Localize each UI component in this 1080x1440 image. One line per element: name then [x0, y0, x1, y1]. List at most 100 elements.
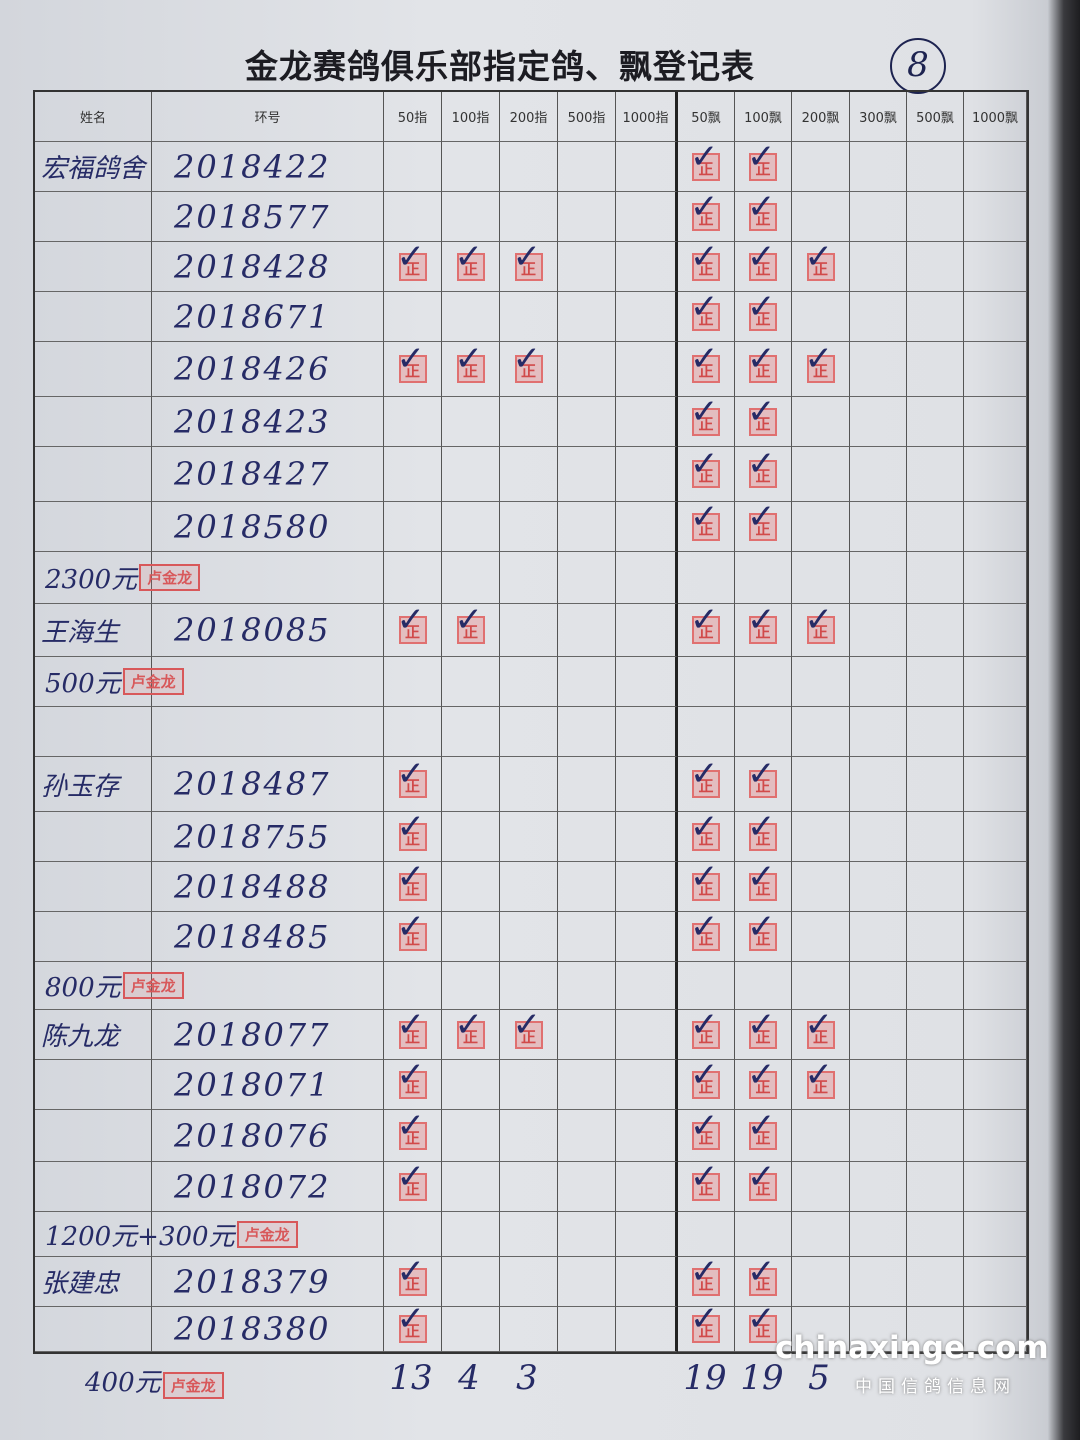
- verified-stamp-icon: 正 ✓: [397, 1160, 427, 1201]
- mark-cell: [907, 757, 964, 812]
- mark-cell: [907, 1110, 964, 1162]
- mark-cell: [907, 962, 964, 1010]
- ring-number: 2018072: [152, 1162, 384, 1212]
- verified-stamp-icon: 正 ✓: [690, 1109, 720, 1150]
- verified-stamp-icon: 正 ✓: [397, 910, 427, 951]
- column-header: 环号: [152, 92, 384, 142]
- ring-number: 2018423: [152, 397, 384, 447]
- mark-cell: [792, 812, 850, 862]
- mark-cell: 正 ✓: [792, 1058, 850, 1110]
- mark-cell: [442, 1307, 500, 1352]
- check-icon: ✓: [690, 136, 719, 177]
- verified-stamp-icon: 正 ✓: [690, 342, 720, 383]
- verified-stamp-icon: 正 ✓: [805, 1008, 835, 1049]
- mark-cell: [442, 447, 500, 502]
- mark-cell: [907, 1060, 964, 1110]
- verified-stamp-icon: 正 ✓: [747, 1255, 777, 1296]
- verified-stamp-icon: 正 ✓: [747, 1160, 777, 1201]
- verified-stamp-icon: 正 ✓: [455, 1008, 485, 1049]
- column-total: 5: [808, 1358, 830, 1398]
- mark-cell: [792, 447, 850, 502]
- mark-cell: [616, 292, 678, 342]
- verified-stamp-icon: 正 ✓: [397, 757, 427, 798]
- mark-cell: 正 ✓: [735, 603, 792, 657]
- verified-stamp-icon: 正 ✓: [397, 1058, 427, 1099]
- check-icon: ✓: [747, 806, 776, 847]
- mark-cell: [616, 812, 678, 862]
- mark-cell: [442, 552, 500, 604]
- mark-cell: 正 ✓: [792, 240, 850, 292]
- owner-name: [35, 192, 152, 242]
- mark-cell: [442, 142, 500, 192]
- mark-cell: [850, 1162, 907, 1212]
- mark-cell: [907, 192, 964, 242]
- mark-cell: [500, 962, 558, 1010]
- mark-cell: [678, 1212, 735, 1257]
- check-icon: ✓: [512, 1004, 542, 1045]
- mark-cell: [678, 552, 735, 604]
- mark-cell: [907, 447, 964, 502]
- check-icon: ✓: [690, 339, 719, 379]
- ring-number: 2018422: [152, 142, 384, 192]
- owner-name: [35, 242, 152, 292]
- check-icon: ✓: [747, 1156, 776, 1197]
- payment-note: 500元 卢金龙: [35, 657, 184, 707]
- ring-number: 2018071: [152, 1060, 384, 1110]
- mark-cell: 正 ✓: [384, 910, 442, 962]
- mark-cell: [384, 707, 442, 757]
- mark-cell: [616, 397, 678, 447]
- mark-cell: [850, 962, 907, 1010]
- mark-cell: [792, 757, 850, 812]
- mark-cell: [964, 962, 1027, 1010]
- mark-cell: 正 ✓: [735, 190, 792, 242]
- mark-cell: [907, 812, 964, 862]
- mark-cell: [500, 1110, 558, 1162]
- verified-stamp-icon: 正 ✓: [513, 1008, 543, 1049]
- check-icon: ✓: [690, 496, 719, 537]
- mark-cell: [850, 604, 907, 657]
- ring-number: [152, 1212, 384, 1257]
- check-icon: ✓: [747, 236, 776, 277]
- mark-cell: [384, 142, 442, 192]
- mark-cell: [616, 604, 678, 657]
- check-icon: ✓: [747, 1299, 776, 1339]
- mark-cell: [616, 1212, 678, 1257]
- verified-stamp-icon: 正 ✓: [747, 500, 777, 541]
- owner-name: [35, 1162, 152, 1212]
- payment-amount: 500元: [45, 669, 121, 699]
- column-header: 100指: [442, 92, 500, 142]
- mark-cell: 正 ✓: [384, 1255, 442, 1307]
- mark-cell: 正 ✓: [384, 603, 442, 657]
- mark-cell: [500, 502, 558, 552]
- footer-note-stamp: 卢金龙: [162, 1372, 224, 1399]
- mark-cell: [678, 962, 735, 1010]
- check-icon: ✓: [690, 1054, 719, 1095]
- mark-cell: [735, 552, 792, 604]
- mark-cell: [907, 604, 964, 657]
- mark-cell: [907, 862, 964, 912]
- mark-cell: [907, 342, 964, 397]
- mark-cell: [500, 192, 558, 242]
- mark-cell: [850, 1212, 907, 1257]
- mark-cell: [442, 292, 500, 342]
- mark-cell: [907, 552, 964, 604]
- owner-name: 孙玉存: [35, 757, 152, 812]
- mark-cell: [850, 1010, 907, 1060]
- mark-cell: 正 ✓: [678, 1255, 735, 1307]
- verified-stamp-icon: 正 ✓: [747, 447, 777, 488]
- mark-cell: [558, 447, 616, 502]
- check-icon: ✓: [747, 1004, 776, 1045]
- mark-cell: [558, 707, 616, 757]
- mark-cell: [558, 1060, 616, 1110]
- payment-amount: 2300元: [45, 565, 138, 595]
- mark-cell: 正 ✓: [678, 1054, 735, 1110]
- mark-cell: [616, 502, 678, 552]
- ring-number: 2018077: [152, 1010, 384, 1060]
- check-icon: ✓: [690, 906, 719, 947]
- mark-cell: 正 ✓: [500, 1008, 558, 1060]
- mark-cell: [850, 1060, 907, 1110]
- mark-cell: [964, 1162, 1027, 1212]
- mark-cell: [907, 242, 964, 292]
- mark-cell: [907, 1010, 964, 1060]
- mark-cell: 正 ✓: [678, 603, 735, 657]
